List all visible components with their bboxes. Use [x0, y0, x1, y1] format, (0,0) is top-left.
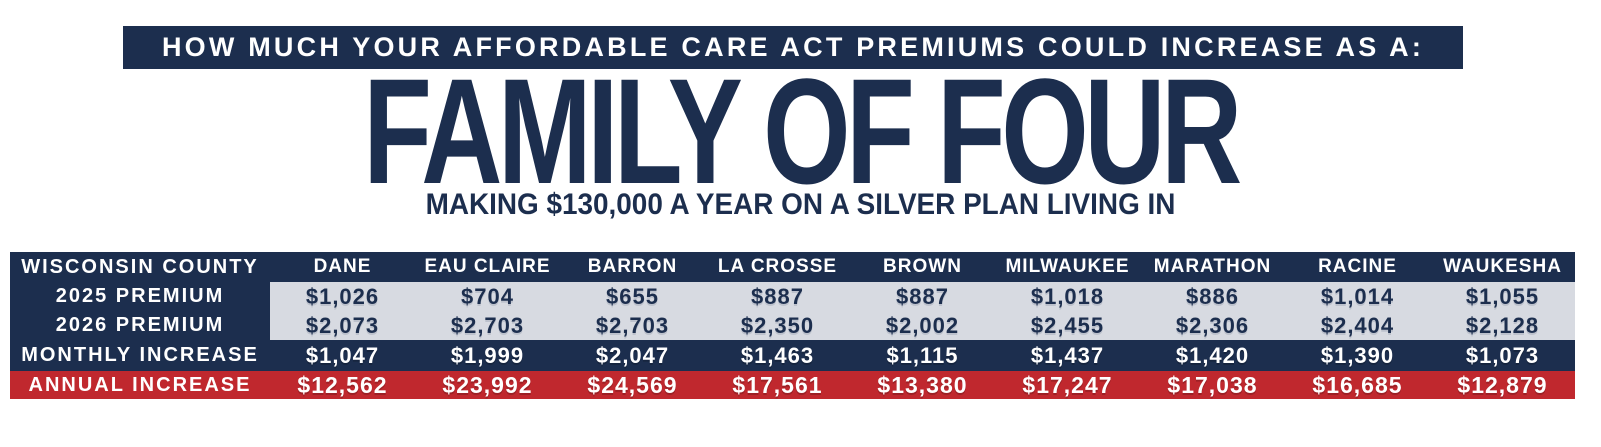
- cell-monthly-racine: $1,390: [1285, 340, 1430, 371]
- cell-monthly-barron: $2,047: [560, 340, 705, 371]
- page-subtitle: MAKING $130,000 A YEAR ON A SILVER PLAN …: [425, 188, 1176, 221]
- county-header-racine: RACINE: [1285, 252, 1430, 282]
- cell-2026-marathon: $2,306: [1140, 311, 1285, 340]
- row-label-annual-increase: ANNUAL INCREASE: [10, 371, 270, 399]
- cell-monthly-eau-claire: $1,999: [415, 340, 560, 371]
- county-header-eau-claire: EAU CLAIRE: [415, 252, 560, 282]
- cell-annual-eau-claire: $23,992: [415, 371, 560, 399]
- cell-monthly-marathon: $1,420: [1140, 340, 1285, 371]
- cell-2026-la-crosse: $2,350: [705, 311, 850, 340]
- county-header-la-crosse: LA CROSSE: [705, 252, 850, 282]
- cell-annual-waukesha: $12,879: [1430, 371, 1575, 399]
- cell-monthly-brown: $1,115: [850, 340, 995, 371]
- cell-2025-brown: $887: [850, 282, 995, 311]
- county-header-brown: BROWN: [850, 252, 995, 282]
- table-header-label: WISCONSIN COUNTY: [10, 252, 270, 282]
- cell-annual-racine: $16,685: [1285, 371, 1430, 399]
- cell-2026-racine: $2,404: [1285, 311, 1430, 340]
- cell-2025-racine: $1,014: [1285, 282, 1430, 311]
- cell-monthly-milwaukee: $1,437: [995, 340, 1140, 371]
- cell-2025-milwaukee: $1,018: [995, 282, 1140, 311]
- row-label-2025-premium: 2025 PREMIUM: [10, 282, 270, 311]
- cell-2026-barron: $2,703: [560, 311, 705, 340]
- cell-2025-la-crosse: $887: [705, 282, 850, 311]
- cell-annual-barron: $24,569: [560, 371, 705, 399]
- cell-2026-dane: $2,073: [270, 311, 415, 340]
- county-header-dane: DANE: [270, 252, 415, 282]
- cell-2025-waukesha: $1,055: [1430, 282, 1575, 311]
- cell-2026-eau-claire: $2,703: [415, 311, 560, 340]
- cell-monthly-waukesha: $1,073: [1430, 340, 1575, 371]
- cell-annual-marathon: $17,038: [1140, 371, 1285, 399]
- banner-text: HOW MUCH YOUR AFFORDABLE CARE ACT PREMIU…: [161, 32, 1425, 62]
- top-banner: HOW MUCH YOUR AFFORDABLE CARE ACT PREMIU…: [123, 26, 1463, 69]
- cell-2025-marathon: $886: [1140, 282, 1285, 311]
- row-label-monthly-increase: MONTHLY INCREASE: [10, 340, 270, 371]
- cell-2026-milwaukee: $2,455: [995, 311, 1140, 340]
- county-header-waukesha: WAUKESHA: [1430, 252, 1575, 282]
- cell-2026-waukesha: $2,128: [1430, 311, 1575, 340]
- premium-table: WISCONSIN COUNTY DANE EAU CLAIRE BARRON …: [10, 252, 1575, 399]
- cell-annual-dane: $12,562: [270, 371, 415, 399]
- cell-monthly-dane: $1,047: [270, 340, 415, 371]
- cell-2025-eau-claire: $704: [415, 282, 560, 311]
- cell-annual-la-crosse: $17,561: [705, 371, 850, 399]
- cell-annual-milwaukee: $17,247: [995, 371, 1140, 399]
- cell-monthly-la-crosse: $1,463: [705, 340, 850, 371]
- county-header-barron: BARRON: [560, 252, 705, 282]
- county-header-milwaukee: MILWAUKEE: [995, 252, 1140, 282]
- page-title: FAMILY OF FOUR: [363, 47, 1242, 215]
- cell-2026-brown: $2,002: [850, 311, 995, 340]
- cell-annual-brown: $13,380: [850, 371, 995, 399]
- cell-2025-barron: $655: [560, 282, 705, 311]
- cell-2025-dane: $1,026: [270, 282, 415, 311]
- county-header-marathon: MARATHON: [1140, 252, 1285, 282]
- row-label-2026-premium: 2026 PREMIUM: [10, 311, 270, 340]
